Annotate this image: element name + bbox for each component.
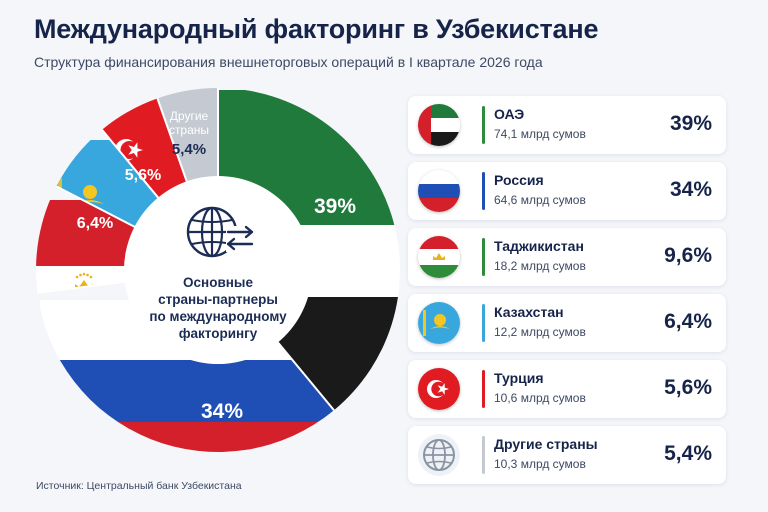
center-label-line-2: страны-партнеры — [158, 292, 278, 307]
slice-label-other-name-2: страны — [169, 123, 209, 137]
legend-country-amount: 10,3 млрд сумов — [494, 457, 586, 471]
card-divider — [482, 106, 485, 144]
russia-flag-icon — [418, 170, 460, 212]
page-title: Международный факторинг в Узбекистане — [34, 14, 599, 44]
legend-card-russia: Россия 64,6 млрд сумов 34% — [408, 162, 726, 220]
legend-country-percent: 6,4% — [664, 310, 712, 333]
page-subtitle: Структура финансирования внешнеторговых … — [34, 54, 543, 70]
card-divider — [482, 172, 485, 210]
legend-country-amount: 10,6 млрд сумов — [494, 391, 586, 405]
turkey-flag-icon — [418, 368, 460, 410]
legend-card-other: Другие страны 10,3 млрд сумов 5,4% — [408, 426, 726, 484]
legend-country-name: Россия — [494, 172, 544, 188]
legend-country-percent: 9,6% — [664, 244, 712, 267]
legend-card-tajikistan: Таджикистан 18,2 млрд сумов 9,6% — [408, 228, 726, 286]
slice-label-other-name-1: Другие — [170, 109, 209, 123]
legend-country-percent: 5,4% — [664, 442, 712, 465]
donut-center — [124, 176, 312, 364]
legend-country-name: ОАЭ — [494, 106, 525, 122]
card-divider — [482, 238, 485, 276]
legend-country-percent: 34% — [669, 178, 712, 201]
legend-country-name: Турция — [494, 370, 544, 386]
legend-country-amount: 12,2 млрд сумов — [494, 325, 586, 339]
center-label-line-4: факторингу — [179, 326, 258, 341]
card-divider — [482, 436, 485, 474]
kazakhstan-flag-icon — [418, 302, 460, 344]
legend-country-amount: 18,2 млрд сумов — [494, 259, 586, 273]
legend-country-amount: 74,1 млрд сумов — [494, 127, 586, 141]
legend-country-name: Таджикистан — [494, 238, 584, 254]
tajikistan-flag-icon — [418, 236, 460, 278]
legend-card-uae: ОАЭ 74,1 млрд сумов 39% — [408, 96, 726, 154]
globe-icon — [418, 434, 460, 476]
uae-flag-icon — [418, 104, 460, 146]
slice-label-russia: 34% — [201, 400, 243, 423]
legend-country-percent: 39% — [669, 112, 712, 135]
legend-card-kazakhstan: Казахстан 12,2 млрд сумов 6,4% — [408, 294, 726, 352]
legend-country-amount: 64,6 млрд сумов — [494, 193, 586, 207]
slice-label-kazakhstan: 6,4% — [77, 215, 113, 232]
slice-label-other: 5,4% — [172, 141, 206, 158]
legend-country-name: Другие страны — [494, 436, 598, 452]
legend-country-name: Казахстан — [494, 304, 564, 320]
legend-card-turkey: Турция 10,6 млрд сумов 5,6% — [408, 360, 726, 418]
slice-label-tajikistan: 9,6% — [72, 316, 111, 335]
source-note: Источник: Центральный банк Узбекистана — [36, 480, 242, 492]
slice-label-turkey: 5,6% — [125, 167, 161, 184]
slice-label-uae: 39% — [314, 195, 356, 218]
legend-country-percent: 5,6% — [664, 376, 712, 399]
globe-exchange-icon — [186, 206, 254, 258]
center-label-line-3: по международному — [149, 309, 287, 324]
card-divider — [482, 304, 485, 342]
card-divider — [482, 370, 485, 408]
center-label-line-1: Основные — [183, 275, 253, 290]
